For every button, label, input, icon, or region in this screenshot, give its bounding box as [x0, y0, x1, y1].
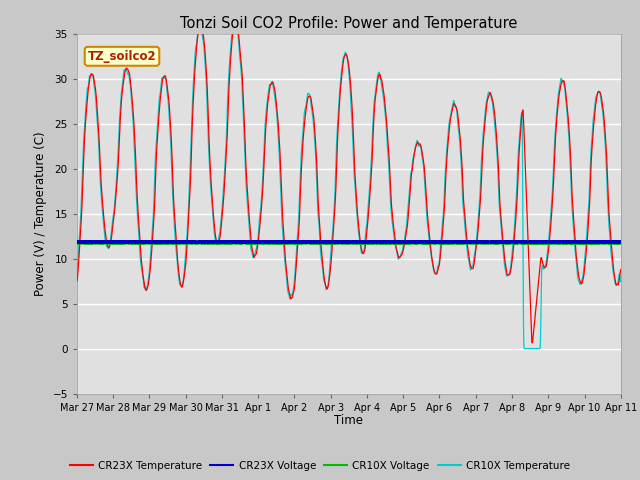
Legend: CR23X Temperature, CR23X Voltage, CR10X Voltage, CR10X Temperature: CR23X Temperature, CR23X Voltage, CR10X …: [66, 456, 574, 475]
Title: Tonzi Soil CO2 Profile: Power and Temperature: Tonzi Soil CO2 Profile: Power and Temper…: [180, 16, 518, 31]
X-axis label: Time: Time: [334, 414, 364, 427]
Y-axis label: Power (V) / Temperature (C): Power (V) / Temperature (C): [34, 132, 47, 296]
Text: TZ_soilco2: TZ_soilco2: [88, 50, 156, 63]
